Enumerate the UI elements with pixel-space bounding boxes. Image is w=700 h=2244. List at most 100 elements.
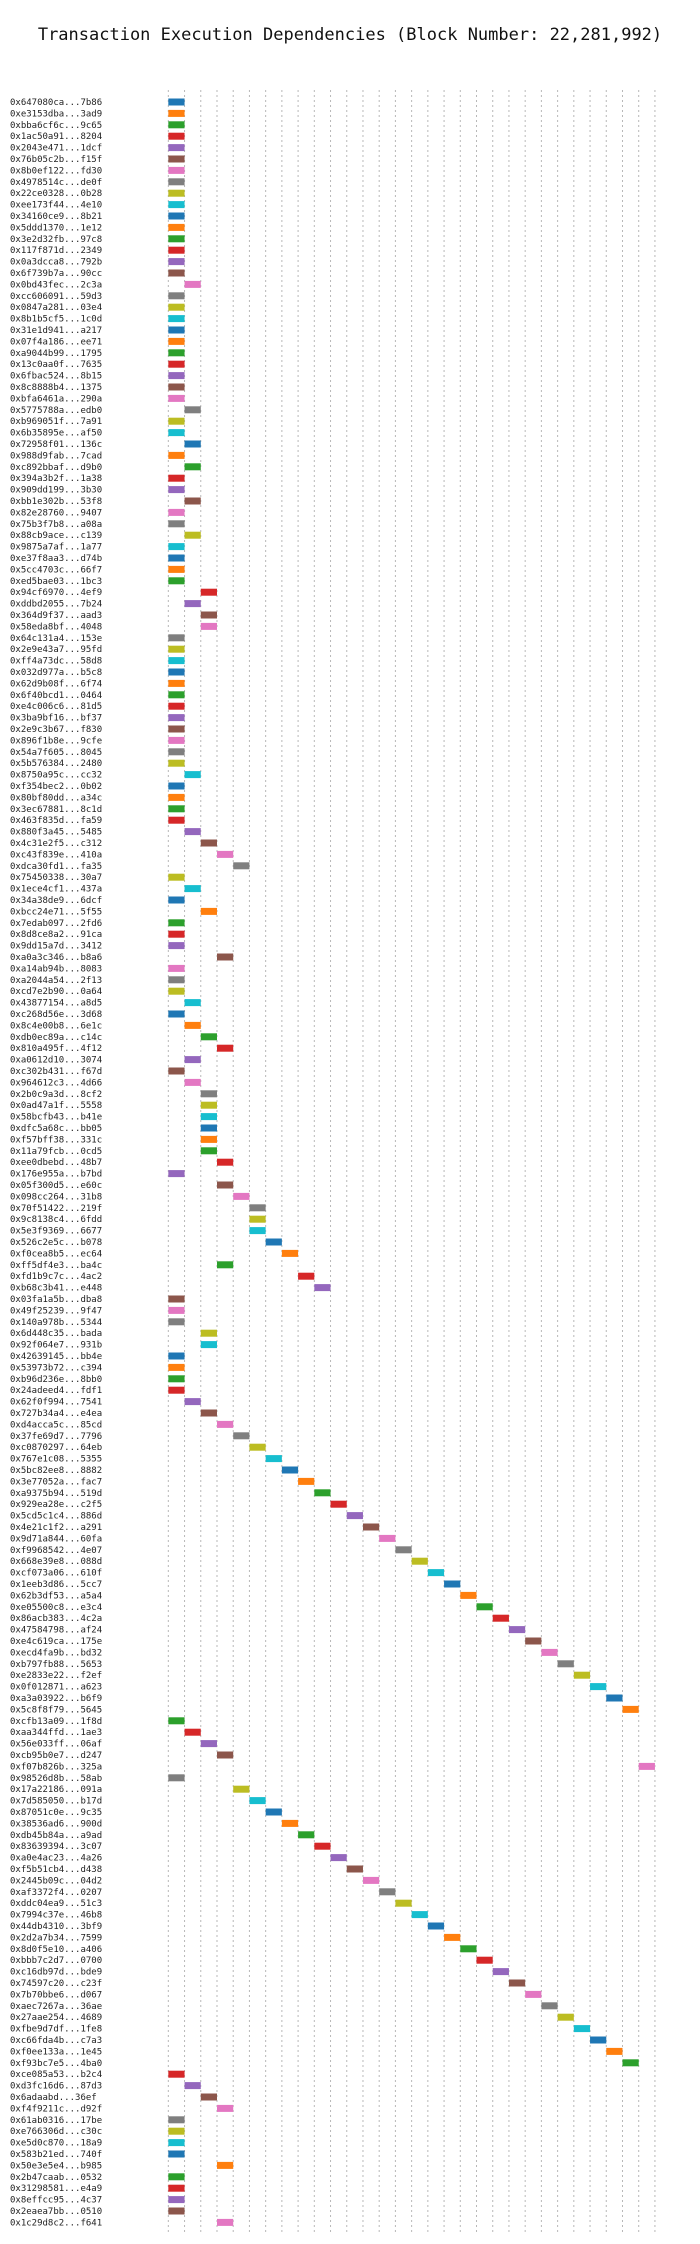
transaction-bar — [168, 372, 185, 380]
transaction-bar — [200, 1409, 217, 1417]
transaction-bar — [281, 1819, 299, 1827]
y-tick-label: 0x31298581...e4a9 — [10, 2184, 102, 2194]
transaction-bar — [168, 565, 185, 573]
transaction-bar — [168, 508, 185, 516]
transaction-bar — [184, 463, 201, 471]
transaction-bar — [168, 98, 185, 106]
y-tick-label: 0xdfc5a68c...bb05 — [10, 1124, 102, 1134]
y-tick-label: 0xed5bae03...1bc3 — [10, 577, 102, 587]
y-tick-label: 0xa3a03922...b6f9 — [10, 1694, 102, 1704]
y-tick-label: 0xc43f839e...410a — [10, 850, 102, 860]
y-tick-label: 0xdb45b84a...a9ad — [10, 1831, 102, 1841]
y-tick-label: 0xb68c3b41...e448 — [10, 1284, 102, 1294]
y-tick-label: 0x7d585050...b17d — [10, 1797, 102, 1807]
transaction-bar — [168, 2207, 185, 2215]
y-tick-label: 0x880f3a45...5485 — [10, 828, 102, 838]
transaction-bar — [233, 1192, 250, 1200]
y-tick-label: 0x727b34a4...e4ea — [10, 1409, 102, 1419]
transaction-bar — [606, 1694, 623, 1702]
y-tick-label: 0x3e2d32fb...97c8 — [10, 235, 102, 245]
transaction-bar — [233, 1432, 250, 1440]
transaction-bar — [427, 1569, 445, 1577]
transaction-bar — [168, 634, 185, 642]
transaction-bar — [249, 1227, 266, 1235]
y-tick-label: 0x3ec67881...8c1d — [10, 805, 102, 815]
y-tick-label: 0x62f0f994...7541 — [10, 1398, 102, 1408]
transaction-bar — [314, 1284, 331, 1292]
y-tick-label: 0xbbb7c2d7...0700 — [10, 1956, 102, 1966]
y-tick-label: 0x2eaea7bb...0510 — [10, 2207, 102, 2217]
y-tick-label: 0x37fe69d7...7796 — [10, 1432, 102, 1442]
y-tick-label: 0xee0dbebd...48b7 — [10, 1158, 102, 1168]
transaction-bar — [265, 1238, 282, 1246]
transaction-bar — [476, 1603, 493, 1611]
transaction-bar — [200, 1124, 217, 1132]
transaction-bar — [281, 1466, 299, 1474]
transaction-bar — [168, 1717, 185, 1725]
transaction-bar — [184, 531, 201, 539]
transaction-bar — [411, 1911, 428, 1919]
y-tick-label: 0x929ea28e...c2f5 — [10, 1500, 102, 1510]
transaction-bar — [200, 839, 217, 847]
y-tick-label: 0xb969051f...7a91 — [10, 417, 102, 427]
y-tick-label: 0x5c8f8f79...5645 — [10, 1705, 102, 1715]
y-tick-label: 0x909dd199...3b30 — [10, 486, 102, 496]
transaction-bar — [168, 543, 185, 551]
transaction-bar — [216, 850, 234, 858]
transaction-bar — [216, 953, 234, 961]
y-tick-label: 0xd4acca5c...85cd — [10, 1420, 102, 1430]
y-tick-label: 0xbfa6461a...290a — [10, 394, 102, 404]
transaction-bar — [168, 292, 185, 300]
y-tick-label: 0x7edab097...2fd6 — [10, 919, 102, 929]
transaction-bar — [200, 1341, 217, 1349]
transaction-bar — [168, 2196, 185, 2204]
y-tick-label: 0xf354bec2...0b02 — [10, 782, 102, 792]
transaction-bar — [168, 896, 185, 904]
transaction-bar — [168, 132, 185, 140]
y-tick-label: 0x896f1b8e...9cfe — [10, 736, 102, 746]
y-tick-label: 0x64c131a4...153e — [10, 634, 102, 644]
y-tick-label: 0x176e955a...b7bd — [10, 1170, 102, 1180]
y-tick-label: 0x5ddd1370...1e12 — [10, 223, 102, 233]
transaction-bar — [216, 2161, 234, 2169]
transaction-bar — [168, 657, 185, 665]
transaction-bar — [168, 702, 185, 710]
transaction-bar — [168, 1774, 185, 1782]
transaction-bar — [168, 736, 185, 744]
y-tick-label: 0xdca30fd1...fa35 — [10, 862, 102, 872]
transaction-bar — [476, 1956, 493, 1964]
y-tick-label: 0x7994c37e...46b8 — [10, 1911, 102, 1921]
transaction-bar — [395, 1546, 412, 1554]
transaction-bar — [184, 440, 201, 448]
transaction-bar — [281, 1249, 299, 1257]
transaction-bar — [168, 976, 185, 984]
transaction-bar — [508, 1626, 526, 1634]
y-tick-label: 0x583b21ed...740f — [10, 2150, 102, 2160]
y-tick-label: 0x8b0ef122...fd30 — [10, 166, 102, 176]
y-tick-label: 0x92f064e7...931b — [10, 1341, 102, 1351]
y-tick-label: 0x140a978b...5344 — [10, 1318, 102, 1328]
y-tick-label: 0xa0612d10...3074 — [10, 1056, 102, 1066]
y-tick-label: 0x3e77052a...fac7 — [10, 1477, 102, 1487]
transaction-bar — [168, 223, 185, 231]
y-tick-label: 0xa14ab94b...8083 — [10, 964, 102, 974]
transaction-bar — [216, 1181, 234, 1189]
transaction-bar — [200, 907, 217, 915]
y-tick-label: 0x62d9b08f...6f74 — [10, 679, 102, 689]
y-tick-label: 0xe3153dba...3ad9 — [10, 109, 102, 119]
y-tick-label: 0x6adaabd...36ef — [10, 2093, 97, 2103]
transaction-bar — [460, 1945, 477, 1953]
transaction-bar — [168, 486, 185, 494]
y-tick-label: 0x13c0aa0f...7635 — [10, 360, 102, 370]
transaction-bar — [492, 1968, 509, 1976]
y-tick-label: 0xcb95b0e7...d247 — [10, 1751, 102, 1761]
transaction-bar — [168, 474, 185, 482]
transaction-bar — [184, 885, 201, 893]
transaction-bar — [200, 588, 217, 596]
transaction-bar — [314, 1489, 331, 1497]
transaction-bar — [168, 793, 185, 801]
y-tick-label: 0x74597c20...c23f — [10, 1979, 102, 1989]
transaction-bar — [573, 1671, 591, 1679]
transaction-bar — [168, 759, 185, 767]
